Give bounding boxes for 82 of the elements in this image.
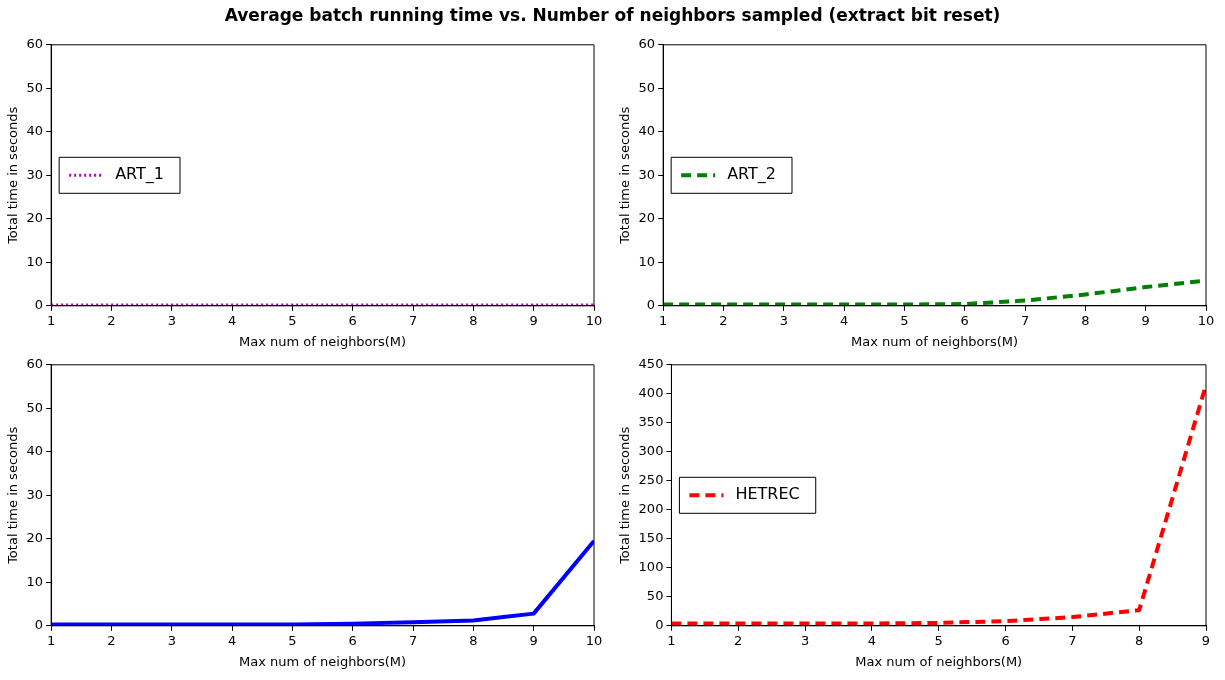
- y-tick-label: 30: [26, 166, 44, 182]
- x-tick-label: 7: [408, 632, 418, 648]
- y-tick-label: 0: [34, 297, 44, 313]
- x-tick-label: 10: [585, 312, 603, 328]
- x-tick-label: 9: [1201, 632, 1211, 648]
- x-tick-label: 9: [529, 632, 538, 648]
- x-tick-label: 5: [288, 312, 297, 328]
- x-tick-label: 6: [1001, 632, 1010, 648]
- y-tick-label: 30: [638, 166, 656, 182]
- x-tick-label: 2: [107, 312, 116, 328]
- x-tick-label: 5: [288, 632, 297, 648]
- y-tick-label: 50: [26, 399, 44, 415]
- x-tick-label: 4: [227, 312, 237, 328]
- y-tick-label: 60: [638, 36, 656, 52]
- chart-title: Average batch running time vs. Number of neighbors sampled (extract bit reset): [223, 4, 1002, 27]
- x-tick-label: 6: [960, 312, 969, 328]
- x-tick-label: 10: [1197, 312, 1215, 328]
- x-tick-label: 2: [734, 632, 743, 648]
- y-tick-label: 0: [646, 297, 656, 313]
- y-tick-label: 50: [638, 79, 656, 95]
- x-tick-label: 1: [667, 632, 676, 648]
- x-tick-label: 7: [1020, 312, 1030, 328]
- x-tick-label: 1: [47, 632, 56, 648]
- x-tick-label: 1: [659, 312, 668, 328]
- x-tick-label: 3: [167, 632, 176, 648]
- y-tick-label: 0: [34, 617, 44, 633]
- x-tick-label: 2: [107, 632, 116, 648]
- y-tick-label: 250: [638, 472, 664, 488]
- x-tick-label: 2: [719, 312, 728, 328]
- x-tick-label: 8: [1135, 632, 1144, 648]
- x-tick-label: 4: [867, 632, 877, 648]
- y-tick-label: 20: [26, 210, 44, 226]
- y-tick-label: 40: [638, 123, 656, 139]
- y-tick-label: 20: [26, 530, 44, 546]
- x-tick-label: 8: [469, 312, 478, 328]
- y-tick-label: 400: [638, 385, 664, 401]
- x-tick-label: 3: [167, 312, 176, 328]
- y-axis-title: Total time in seconds: [5, 106, 21, 245]
- y-axis-title: Total time in seconds: [5, 426, 21, 565]
- x-tick-label: 9: [1141, 312, 1150, 328]
- x-tick-label: 10: [585, 632, 603, 648]
- y-tick-label: 40: [26, 123, 44, 139]
- y-axis-title: Total time in seconds: [617, 426, 633, 565]
- x-tick-label: 5: [934, 632, 943, 648]
- y-tick-label: 10: [26, 253, 44, 269]
- x-tick-label: 8: [469, 632, 478, 648]
- y-tick-label: 10: [26, 573, 44, 589]
- y-tick-label: 450: [638, 356, 664, 372]
- x-tick-label: 7: [1068, 632, 1077, 648]
- y-tick-label: 20: [638, 210, 656, 226]
- x-axis-title: Max num of neighbors(M): [239, 653, 407, 669]
- x-tick-label: 5: [900, 312, 909, 328]
- x-tick-label: 6: [348, 632, 357, 648]
- x-tick-label: 8: [1081, 312, 1090, 328]
- legend-label: HETREC: [735, 484, 800, 504]
- y-tick-label: 150: [638, 530, 664, 546]
- x-tick-label: 9: [529, 312, 538, 328]
- x-tick-label: 6: [348, 312, 357, 328]
- y-tick-label: 100: [638, 559, 664, 575]
- y-tick-label: 40: [26, 443, 44, 459]
- y-tick-label: 350: [638, 414, 664, 430]
- x-tick-label: 1: [47, 312, 56, 328]
- y-tick-label: 0: [655, 617, 664, 633]
- y-tick-label: 30: [26, 486, 44, 502]
- x-tick-label: 7: [408, 312, 418, 328]
- x-tick-label: 4: [839, 312, 849, 328]
- y-tick-label: 60: [26, 356, 44, 372]
- y-tick-label: 10: [638, 253, 656, 269]
- legend-label: ART_2: [727, 164, 776, 185]
- y-tick-label: 50: [646, 588, 664, 604]
- legend-label: ART_1: [115, 164, 164, 185]
- y-tick-label: 300: [638, 443, 664, 459]
- y-tick-label: 60: [26, 36, 44, 52]
- x-tick-label: 3: [800, 632, 810, 648]
- x-axis-title: Max num of neighbors(M): [855, 653, 1023, 669]
- x-tick-label: 4: [227, 632, 237, 648]
- x-tick-label: 3: [779, 312, 788, 328]
- x-axis-title: Max num of neighbors(M): [851, 333, 1019, 349]
- y-tick-label: 200: [638, 501, 664, 517]
- y-axis-title: Total time in seconds: [617, 106, 633, 245]
- x-axis-title: Max num of neighbors(M): [239, 333, 407, 349]
- y-tick-label: 50: [26, 79, 44, 95]
